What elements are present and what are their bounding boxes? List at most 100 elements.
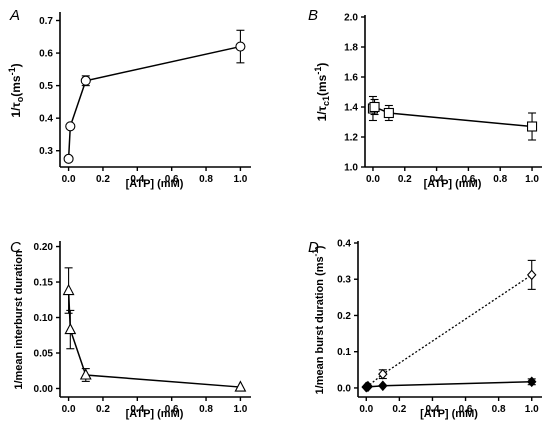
series-0 [63, 29, 246, 164]
x-tick-label: 0.4 [426, 404, 440, 415]
data-point [369, 101, 380, 113]
y-label-base: 1/τ [315, 105, 329, 121]
y-axis-label: 1/τc1(ms-1) [313, 63, 331, 122]
y-tick-label: 0.10 [34, 313, 54, 324]
series-line [366, 381, 532, 388]
x-axis-label: [ATP] (mM) [126, 408, 184, 420]
x-tick-label: 0.2 [96, 404, 110, 415]
x-tick-label: 0.6 [165, 174, 179, 185]
panel-letter: C [10, 239, 21, 256]
x-tick-label: 1.0 [525, 174, 539, 185]
x-axis-label: [ATP] (mM) [424, 178, 482, 190]
x-tick-label: 0.8 [199, 174, 213, 185]
x-tick-label: 0.0 [359, 404, 373, 415]
x-tick-label: 0.4 [130, 404, 144, 415]
data-point [65, 121, 76, 132]
panel-letter: D [308, 239, 319, 256]
y-axis-label: 1/mean interburst duration [13, 250, 25, 390]
data-point [378, 368, 388, 380]
y-tick-label: 0.3 [337, 275, 351, 286]
data-point [363, 381, 373, 393]
y-label-close: ) [314, 245, 326, 249]
series-0 [62, 267, 247, 392]
x-tick-label: 0.6 [461, 174, 475, 185]
data-point [79, 368, 92, 380]
panel-letter: B [308, 7, 318, 24]
y-tick-label: 0.3 [39, 146, 53, 157]
panel-b: B 1.0 1.2 1.4 1.6 1.8 2.0 0.0 0.2 0.4 0.6 0.8 1.0 [AT… [308, 7, 542, 190]
x-tick-label: 0.0 [62, 404, 76, 415]
y-label-sup: -1 [7, 67, 17, 75]
y-label-base: 1/τ [9, 102, 23, 118]
series-0 [361, 259, 537, 393]
data-point [234, 380, 247, 392]
data-point [62, 283, 75, 296]
panel-a: A 0.3 0.4 0.5 0.6 0.7 0.0 0.2 0.4 0.6 0.8 1.0 [ATP] … [7, 7, 251, 190]
data-point [64, 322, 77, 335]
y-tick-label: 0.1 [337, 347, 351, 358]
x-tick-label: 0.8 [199, 404, 213, 415]
x-tick-label: 0.0 [62, 174, 76, 185]
y-tick-label: 0.2 [337, 311, 351, 322]
y-label-sup: -1 [313, 67, 323, 75]
y-tick-label: 0.4 [39, 114, 53, 125]
data-point [80, 75, 91, 86]
y-tick-label: 0.4 [337, 239, 351, 250]
y-tick-label: 0.7 [39, 16, 53, 27]
x-tick-label: 0.2 [398, 174, 412, 185]
data-point [235, 41, 246, 52]
y-label-close: ) [315, 63, 329, 67]
y-label-unit: (ms [315, 74, 329, 96]
y-label-sub: o [15, 96, 25, 102]
y-tick-label: 1.0 [344, 163, 358, 174]
y-label-sup: -1 [311, 249, 320, 257]
y-tick-label: 0.05 [34, 349, 54, 360]
data-point [526, 269, 537, 281]
data-point [63, 153, 74, 164]
y-label-close: ) [9, 63, 23, 67]
panel-letter: A [9, 7, 20, 24]
y-axis-label: 1/τo(ms-1) [7, 63, 25, 117]
panel-d: D 0.0 0.1 0.2 0.3 0.4 0.0 0.2 0.4 0.6 0.8 1.0 [ATP] … [308, 239, 542, 420]
series-line [372, 106, 533, 128]
data-point [526, 376, 537, 388]
x-tick-label: 0.6 [459, 404, 473, 415]
data-point [378, 380, 388, 392]
series-line [366, 274, 533, 388]
y-tick-label: 2.0 [344, 13, 358, 24]
y-tick-label: 0.6 [39, 49, 53, 60]
x-tick-label: 0.6 [165, 404, 179, 415]
x-tick-label: 0.2 [392, 404, 406, 415]
x-tick-label: 0.2 [96, 174, 110, 185]
x-tick-label: 0.0 [366, 174, 380, 185]
y-tick-label: 0.20 [34, 242, 54, 253]
x-tick-label: 0.4 [130, 174, 144, 185]
x-tick-label: 0.8 [493, 174, 507, 185]
y-axis-label: 1/mean burst duration (ms-1) [311, 245, 326, 394]
y-label-unit: (ms [314, 256, 326, 279]
y-tick-label: 0.0 [337, 383, 351, 394]
data-point [383, 107, 394, 119]
y-tick-label: 1.2 [344, 133, 358, 144]
x-axis-label: [ATP] (mM) [420, 408, 478, 420]
y-tick-label: 0.00 [34, 384, 54, 395]
y-tick-label: 1.6 [344, 73, 358, 84]
y-label-unit: (ms [9, 75, 23, 97]
y-label-sub: c1 [321, 96, 331, 106]
series-0 [367, 95, 538, 141]
y-label-base: 1/mean burst duration [314, 279, 326, 395]
y-tick-label: 0.5 [39, 81, 53, 92]
x-tick-label: 1.0 [525, 404, 539, 415]
series-line [67, 290, 241, 388]
data-point [526, 121, 538, 132]
series-1 [361, 376, 537, 393]
x-tick-label: 1.0 [233, 404, 247, 415]
x-axis-label: [ATP] (mM) [126, 178, 184, 190]
x-tick-label: 0.8 [492, 404, 506, 415]
y-tick-label: 0.15 [34, 278, 54, 289]
y-tick-label: 1.4 [344, 103, 358, 114]
y-tick-label: 1.8 [344, 43, 358, 54]
panel-c: C 0.00 0.05 0.10 0.15 0.20 0.0 0.2 0.4 0.6 0.8 1.0 [… [10, 239, 251, 420]
series-line [67, 45, 241, 159]
